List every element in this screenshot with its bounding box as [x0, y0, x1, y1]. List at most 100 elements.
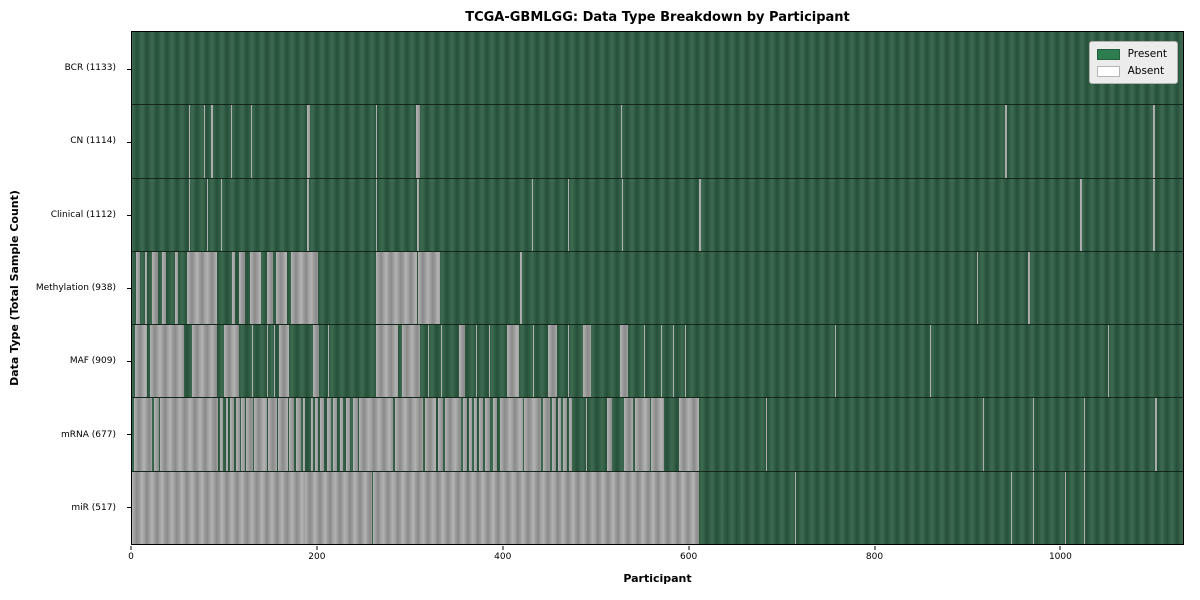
absent-segment	[152, 251, 158, 325]
absent-segment	[563, 398, 568, 471]
y-tick-label-Clinical: Clinical (1112)	[50, 209, 116, 220]
absent-segment	[327, 325, 329, 398]
absent-segment	[231, 105, 233, 178]
absent-segment	[267, 325, 269, 398]
absent-segment	[619, 325, 629, 398]
absent-segment	[620, 105, 622, 178]
absent-segment	[531, 178, 533, 251]
y-tick-label-Methylation: Methylation (938)	[35, 283, 116, 293]
absent-segment	[1107, 325, 1109, 398]
absent-segment	[567, 325, 569, 398]
absent-segment	[320, 398, 324, 471]
absent-segment	[417, 251, 440, 325]
absent-segment	[207, 178, 209, 251]
absent-segment	[585, 398, 588, 471]
absent-segment	[275, 251, 287, 325]
absent-segment	[524, 398, 542, 471]
absent-segment	[1153, 178, 1156, 251]
absent-segment	[532, 325, 534, 398]
absent-segment	[637, 178, 639, 251]
row-band-Clinical	[132, 178, 1183, 252]
absent-segment	[246, 398, 253, 471]
x-tick-label: 1000	[1048, 552, 1072, 562]
absent-segment	[161, 251, 167, 325]
y-tick-mark	[127, 214, 131, 216]
y-tick-mark	[127, 507, 131, 509]
absent-segment	[660, 325, 662, 398]
absent-segment	[149, 325, 184, 398]
absent-segment	[253, 398, 268, 471]
absent-segment	[621, 178, 623, 251]
absent-segment	[174, 251, 179, 325]
absent-segment	[650, 325, 652, 398]
absent-segment	[547, 325, 557, 398]
x-axis-title: Participant	[623, 572, 692, 585]
absent-segment	[235, 398, 240, 471]
presence-matrix	[132, 32, 1183, 544]
x-tick-label: 600	[680, 552, 698, 562]
absent-segment	[476, 325, 478, 398]
absent-segment	[568, 398, 572, 471]
absent-segment	[1011, 471, 1013, 544]
absent-segment	[679, 398, 699, 471]
absent-segment	[250, 105, 252, 178]
absent-segment	[273, 325, 275, 398]
absent-segment	[311, 398, 313, 471]
legend-label-present: Present	[1127, 48, 1167, 60]
absent-segment	[154, 398, 159, 471]
absent-segment	[552, 398, 556, 471]
legend-item-present: Present	[1096, 48, 1167, 60]
absent-segment	[1083, 471, 1085, 544]
absent-segment	[1032, 471, 1034, 544]
legend-label-absent: Absent	[1127, 65, 1165, 77]
absent-segment	[288, 398, 295, 471]
absent-segment	[1153, 105, 1156, 178]
y-tick-label-mRNA: mRNA (677)	[61, 429, 116, 440]
x-tick-mark	[874, 546, 875, 550]
absent-segment	[582, 325, 592, 398]
absent-segment	[542, 398, 551, 471]
absent-segment	[394, 398, 424, 471]
absent-segment	[1155, 398, 1157, 471]
absent-segment	[279, 325, 289, 398]
absent-swatch-icon	[1096, 65, 1120, 77]
row-band-mRNA	[132, 398, 1183, 472]
absent-segment	[684, 325, 686, 398]
absent-segment	[415, 105, 420, 178]
plot-area	[127, 31, 1184, 545]
legend-item-absent: Absent	[1096, 65, 1167, 77]
y-tick-label-CN: CN (1114)	[70, 136, 116, 147]
x-tick-mark	[688, 546, 690, 550]
y-tick-mark	[127, 434, 131, 436]
absent-segment	[223, 325, 239, 398]
absent-segment	[333, 398, 337, 471]
absent-segment	[296, 398, 301, 471]
absent-segment	[339, 398, 344, 471]
absent-segment	[314, 398, 318, 471]
absent-segment	[302, 398, 305, 471]
absent-segment	[305, 471, 373, 544]
absent-segment	[307, 178, 310, 251]
row-band-Methylation	[132, 251, 1183, 326]
absent-segment	[634, 398, 650, 471]
absent-segment	[425, 398, 437, 471]
absent-segment	[204, 105, 206, 178]
absent-segment	[225, 398, 229, 471]
absent-segment	[144, 251, 147, 325]
absent-segment	[1083, 398, 1085, 471]
absent-segment	[267, 251, 273, 325]
absent-segment	[519, 251, 522, 325]
x-tick-label: 800	[865, 552, 884, 562]
absent-segment	[133, 398, 153, 471]
absent-segment	[644, 325, 645, 398]
absent-segment	[500, 398, 523, 471]
absent-segment	[373, 471, 699, 544]
absent-segment	[463, 398, 467, 471]
absent-segment	[714, 398, 716, 471]
row-band-miR	[132, 471, 1183, 544]
absent-segment	[982, 398, 984, 471]
absent-segment	[765, 471, 767, 544]
absent-segment	[492, 398, 498, 471]
absent-segment	[1028, 251, 1030, 325]
